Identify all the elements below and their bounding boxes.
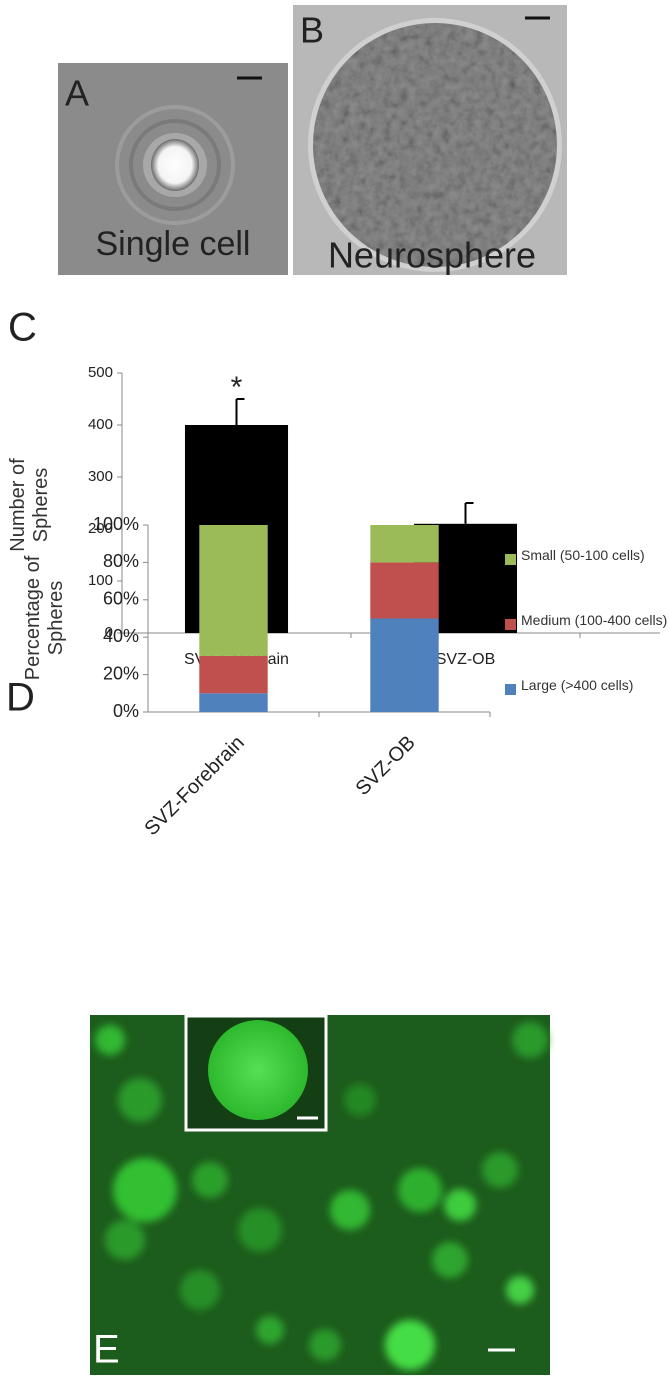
y-tick-label: 200: [88, 520, 113, 537]
x-tick-label: SVZ-OB: [352, 732, 420, 800]
neurosphere: [313, 23, 557, 267]
halo: [115, 105, 235, 225]
x-tick-label: SVZ-Forebrain: [140, 732, 248, 840]
bar-segment: [370, 525, 439, 563]
y-tick-label: 20%: [103, 663, 139, 683]
halo: [129, 119, 221, 211]
y-tick-label: 40%: [103, 626, 139, 646]
y-tick-label: 0: [105, 624, 113, 641]
y-tick-label: 400: [88, 416, 113, 433]
panel-label: D: [6, 676, 35, 720]
panel-label: A: [65, 73, 89, 114]
image-caption: Neurosphere: [328, 235, 536, 276]
y-tick-label: 300: [88, 468, 113, 485]
legend-label: Small (50-100 cells): [521, 547, 645, 563]
y-tick-label: 80%: [103, 551, 139, 571]
panel-label: C: [8, 306, 37, 350]
bar-segment: [199, 525, 268, 656]
image-caption: Single cell: [96, 225, 251, 263]
legend-label: Medium (100-400 cells): [521, 612, 668, 628]
y-tick-label: 100%: [93, 514, 139, 534]
spheres: [95, 1022, 548, 1370]
y-tick-label: 100: [88, 572, 113, 589]
bar-segment: [370, 618, 439, 712]
legend-swatch: [505, 554, 516, 565]
bar-segment: [199, 693, 268, 712]
inset-sphere: [208, 1020, 308, 1120]
legend-swatch: [505, 684, 516, 695]
y-tick-label: 500: [88, 364, 113, 381]
panel-label: E: [93, 1328, 120, 1372]
legend-swatch: [505, 619, 516, 630]
y-tick-label: 0%: [113, 701, 139, 721]
bar-segment: [199, 655, 268, 694]
annotation: *: [231, 371, 243, 404]
panel-label: B: [300, 10, 324, 51]
bar-segment: [370, 562, 439, 619]
legend-label: Large (>400 cells): [521, 677, 634, 693]
y-axis-label: Percentage of Spheres: [22, 555, 67, 681]
x-tick-label: SVZ-OB: [436, 651, 496, 668]
cell: [151, 139, 199, 191]
y-tick-label: 60%: [103, 589, 139, 609]
